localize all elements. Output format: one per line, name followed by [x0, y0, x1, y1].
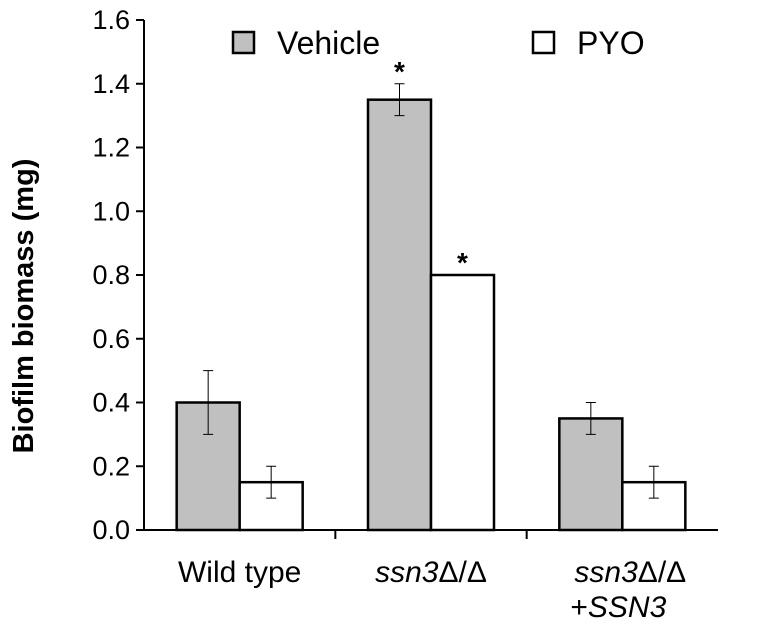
legend-swatch-pyo: [531, 30, 556, 55]
y-tick-label: 1.6: [92, 5, 130, 35]
x-category-label: Wild type: [178, 556, 301, 589]
x-category-label-part: SSN3: [588, 591, 667, 624]
error-bar: [266, 465, 277, 499]
y-tick-label: 0.8: [92, 260, 130, 290]
y-tick-label: 0.0: [92, 515, 130, 545]
x-category-label-part: ssn3: [375, 556, 439, 589]
bar-vehicle-1: [366, 98, 433, 532]
y-tick-label: 1.2: [92, 133, 130, 163]
significance-asterisk: *: [457, 247, 468, 278]
error-bar: [648, 465, 659, 499]
legend: Vehicle PYO: [231, 25, 645, 61]
x-category-label: ssn3Δ/Δ: [574, 556, 686, 589]
bar-vehicle-0: [175, 401, 241, 532]
x-category-label-part: +: [570, 591, 588, 624]
x-category-label-part: Wild type: [178, 556, 301, 589]
legend-label-vehicle: Vehicle: [277, 25, 380, 61]
error-bars: [203, 83, 659, 499]
error-bar: [585, 402, 596, 435]
error-bar: [203, 370, 214, 435]
y-tick-label: 1.0: [92, 196, 130, 226]
y-axis-label: Biofilm biomass (mg): [8, 159, 40, 454]
bar-pyo-1: [429, 273, 496, 532]
error-bar: [394, 83, 405, 117]
x-category-label-part: Δ/Δ: [638, 556, 686, 589]
category-labels: Wild type ssn3Δ/Δ ssn3Δ/Δ+SSN3: [178, 556, 686, 624]
legend-swatch-vehicle: [231, 30, 256, 55]
y-tick-label: 0.6: [92, 324, 130, 354]
legend-label-pyo: PYO: [577, 25, 645, 61]
x-category-label-part: Δ/Δ: [438, 556, 486, 589]
y-tick-label: 1.4: [92, 69, 130, 99]
x-category-label: ssn3Δ/Δ: [375, 556, 487, 589]
y-tick-label: 0.2: [92, 451, 130, 481]
y-tick-label: 0.4: [92, 388, 130, 418]
bar-vehicle-2: [558, 417, 624, 532]
significance-asterisk: *: [394, 56, 405, 87]
significance-markers: **: [394, 56, 468, 278]
y-axis-ticks: 0.0 0.2 0.4 0.6 0.8 1.0 1.2 1.4 1.6: [92, 5, 144, 545]
x-category-label: +SSN3: [570, 591, 666, 624]
x-category-label-part: ssn3: [574, 556, 638, 589]
bars: [175, 98, 687, 532]
